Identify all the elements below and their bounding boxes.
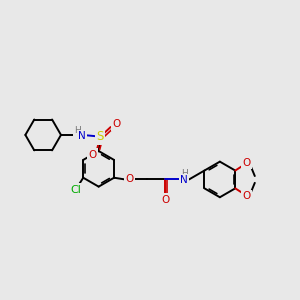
Text: O: O xyxy=(242,191,251,201)
Text: O: O xyxy=(242,158,251,168)
Text: S: S xyxy=(97,130,104,143)
Text: O: O xyxy=(112,119,120,129)
Text: H: H xyxy=(74,126,81,135)
Text: O: O xyxy=(125,174,134,184)
Text: O: O xyxy=(161,195,169,205)
Text: Cl: Cl xyxy=(70,185,81,195)
Text: O: O xyxy=(89,150,97,160)
Text: N: N xyxy=(180,175,188,185)
Text: H: H xyxy=(181,169,188,178)
Text: N: N xyxy=(78,131,86,141)
